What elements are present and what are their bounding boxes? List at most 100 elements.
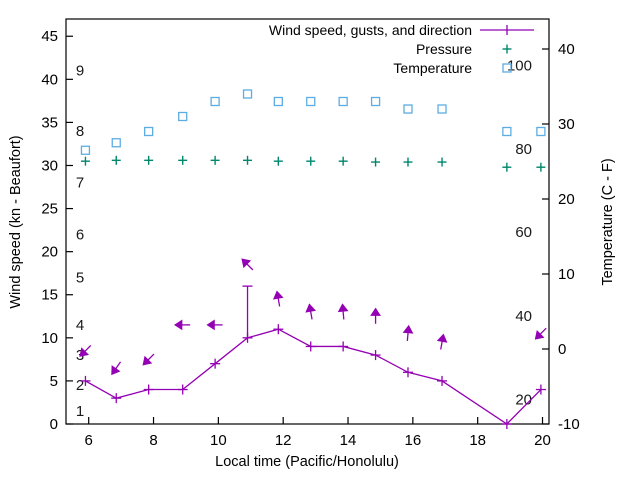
pressure-point	[210, 155, 220, 165]
wind-series	[80, 285, 546, 429]
y2-tick-label: 40	[558, 41, 575, 58]
pressure-point	[273, 156, 283, 166]
wind-speed-point	[273, 324, 284, 335]
temperature-point	[437, 104, 447, 114]
beaufort-label: 7	[76, 175, 84, 192]
temperature-series	[80, 89, 546, 155]
wind-speed-point	[305, 341, 316, 352]
temperature-point	[370, 96, 381, 107]
y-tick-label: 25	[41, 201, 58, 218]
x-tick-label: 6	[85, 432, 93, 449]
wind-speed-point	[535, 384, 546, 395]
wind-direction-arrow	[305, 303, 316, 320]
x-axis-title: Local time (Pacific/Honolulu)	[215, 454, 399, 470]
beaufort-label: 9	[76, 63, 84, 80]
wind-speed-point	[501, 419, 512, 429]
fahrenheit-label: 60	[515, 224, 532, 241]
beaufort-label: 8	[76, 123, 84, 140]
y-tick-label: 45	[41, 28, 58, 45]
x-tick-label: 8	[149, 432, 157, 449]
fahrenheit-label: 100	[507, 58, 532, 75]
fahrenheit-scale: 20 40 60 80 100	[507, 58, 532, 409]
y-tick-label: 40	[41, 71, 58, 88]
y2-tick-label: 30	[558, 116, 575, 133]
beaufort-label: 2	[76, 377, 84, 394]
wind-speed-point	[370, 350, 381, 361]
chart-legend: Wind speed, gusts, and direction Pressure…	[269, 22, 534, 76]
pressure-point	[403, 157, 413, 167]
pressure-point	[80, 156, 90, 166]
pressure-point	[243, 155, 253, 165]
x-tick-label: 16	[405, 432, 422, 449]
pressure-point	[502, 162, 512, 172]
wind-direction-arrow	[79, 344, 92, 357]
beaufort-label: 4	[76, 317, 84, 334]
wind-direction-arrow	[272, 290, 284, 307]
x-tick-label: 10	[210, 432, 227, 449]
y-axis: 0 5 10 15 20 25 30 35 40 45	[41, 28, 73, 433]
y-tick-label: 15	[41, 287, 58, 304]
wind-direction-arrows	[79, 258, 547, 376]
x-tick-label: 20	[534, 432, 551, 449]
legend-label: Temperature	[393, 60, 472, 76]
pressure-point	[111, 155, 121, 165]
wind-direction-arrow	[206, 319, 223, 331]
pressure-point	[536, 162, 546, 172]
temperature-point	[536, 126, 546, 137]
beaufort-label: 5	[76, 270, 84, 287]
x-axis: 6 8 10 12 14 16 18 20	[85, 417, 551, 449]
wind-speed-point	[111, 393, 122, 404]
beaufort-scale: 123456789	[76, 63, 84, 420]
y-tick-label: 10	[41, 330, 58, 347]
wind-speed-point	[177, 384, 188, 395]
y2-tick-label: 20	[558, 191, 575, 208]
wind-speed-point	[437, 375, 448, 386]
wind-speed-point	[338, 341, 349, 352]
pressure-point	[306, 156, 316, 166]
beaufort-label: 1	[76, 403, 84, 420]
wind-speed-point	[143, 384, 154, 395]
x-tick-label: 12	[275, 432, 292, 449]
fahrenheit-label: 40	[515, 308, 532, 325]
y2-axis: -10 0 10 20 30 40	[542, 41, 580, 433]
y-axis-title: Wind speed (kn - Beaufort)	[8, 135, 24, 308]
wind-speed-point	[210, 358, 221, 369]
wind-direction-arrow	[402, 324, 414, 342]
y2-tick-label: 10	[558, 266, 575, 283]
fahrenheit-label: 80	[515, 141, 532, 158]
pressure-point	[144, 155, 154, 165]
gust-error-bar	[242, 285, 253, 338]
x-tick-label: 14	[340, 432, 357, 449]
x-tick-label: 18	[469, 432, 486, 449]
temperature-point	[210, 96, 220, 107]
wind-speed-point	[402, 367, 413, 378]
wind-direction-arrow	[241, 258, 254, 271]
wind-direction-arrow	[534, 327, 547, 340]
y2-axis-title: Temperature (C - F)	[600, 158, 616, 285]
y-tick-label: 30	[41, 157, 58, 174]
temperature-point	[178, 111, 188, 122]
y-tick-label: 20	[41, 244, 58, 261]
pressure-point	[338, 156, 348, 166]
wind-direction-arrow	[142, 353, 155, 366]
pressure-point	[371, 157, 381, 167]
legend-label: Pressure	[416, 41, 472, 57]
temperature-point	[338, 96, 348, 107]
wind-direction-arrow	[436, 333, 448, 350]
wind-speed-point	[80, 375, 91, 386]
pressure-point	[437, 157, 447, 167]
temperature-point	[111, 138, 121, 148]
beaufort-label: 6	[76, 226, 84, 243]
wind-direction-arrow	[111, 361, 122, 376]
legend-marker	[480, 25, 534, 35]
legend-marker	[502, 44, 512, 54]
pressure-point	[178, 155, 188, 165]
y-tick-label: 5	[50, 373, 58, 390]
y-tick-label: 35	[41, 114, 58, 131]
temperature-point	[242, 89, 253, 99]
temperature-point	[144, 126, 154, 137]
y2-tick-label: 0	[558, 341, 566, 358]
pressure-series	[80, 155, 546, 172]
temperature-point	[80, 145, 91, 155]
